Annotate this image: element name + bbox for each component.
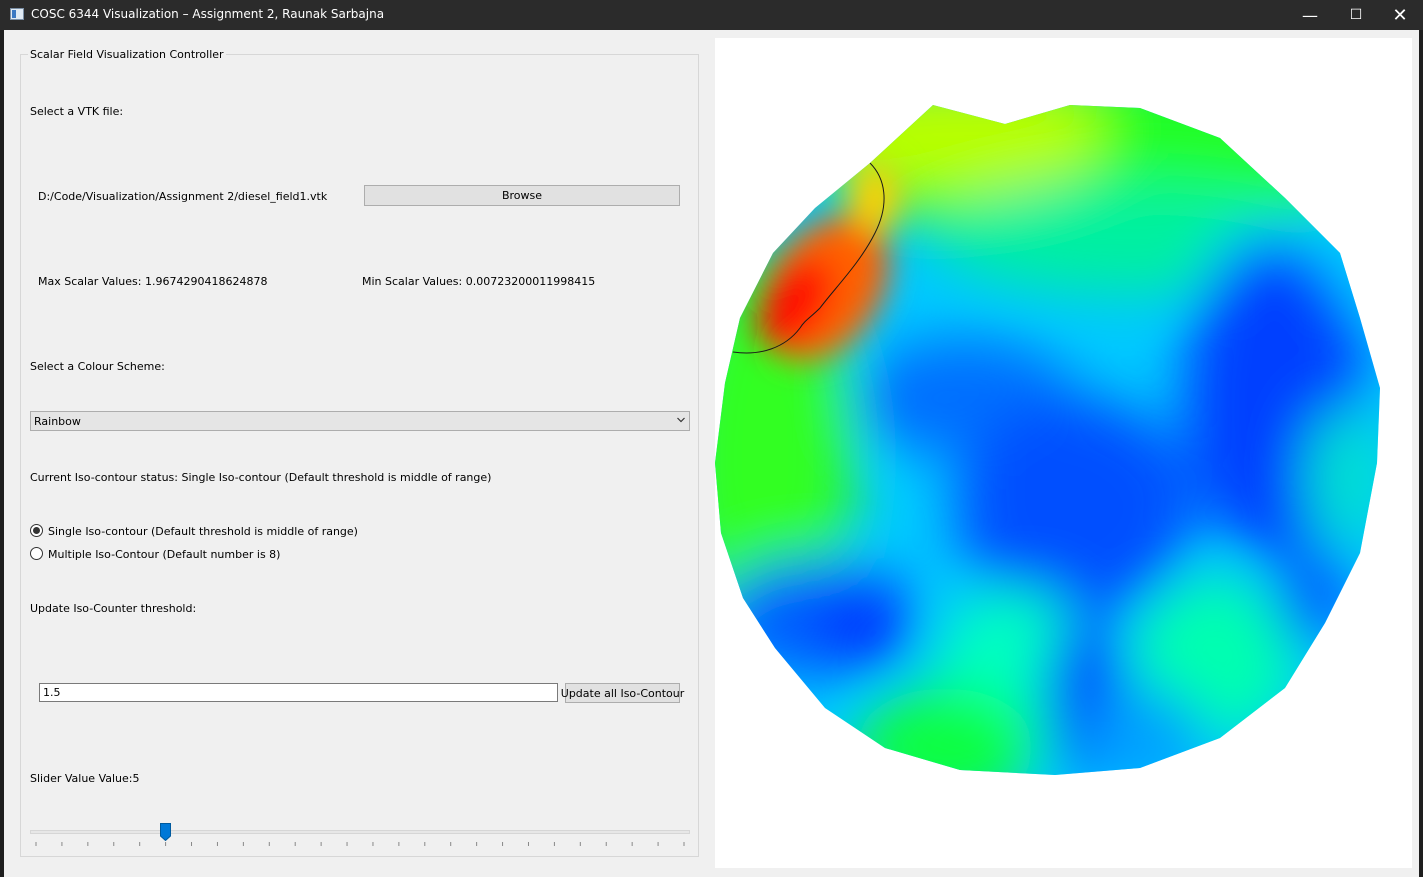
title-bar: COSC 6344 Visualization – Assignment 2, … <box>0 0 1423 30</box>
radio-single-label[interactable]: Single Iso-contour (Default threshold is… <box>48 525 358 538</box>
select-file-label: Select a VTK file: <box>30 105 123 118</box>
update-iso-contour-button[interactable]: Update all Iso-Contour <box>565 683 680 703</box>
window-border-left <box>0 30 4 877</box>
file-path-label: D:/Code/Visualization/Assignment 2/diese… <box>38 190 327 203</box>
window-border-right <box>1419 30 1423 877</box>
colour-scheme-label: Select a Colour Scheme: <box>30 360 165 373</box>
slider-track[interactable] <box>30 830 690 834</box>
min-scalar-label: Min Scalar Values: 0.00723200011998415 <box>362 275 595 288</box>
vtk-render-viewport[interactable] <box>715 38 1412 868</box>
browse-button[interactable]: Browse <box>364 185 680 206</box>
max-scalar-label: Max Scalar Values: 1.9674290418624878 <box>38 275 267 288</box>
app-icon <box>10 8 24 20</box>
chevron-down-icon <box>677 416 685 424</box>
maximize-button[interactable]: ☐ <box>1333 0 1379 30</box>
scalar-field-rendering <box>715 38 1412 868</box>
scalar-field-disk <box>715 38 1412 868</box>
slider-handle[interactable] <box>160 823 171 841</box>
slider-ticks <box>30 842 690 848</box>
colour-scheme-value: Rainbow <box>34 415 81 428</box>
radio-single-iso[interactable] <box>30 524 43 537</box>
iso-status-label: Current Iso-contour status: Single Iso-c… <box>30 471 491 484</box>
threshold-input[interactable]: 1.5 <box>39 683 558 702</box>
close-button[interactable]: ✕ <box>1377 0 1423 30</box>
minimize-button[interactable]: — <box>1287 0 1333 30</box>
radio-multiple-label[interactable]: Multiple Iso-Contour (Default number is … <box>48 548 280 561</box>
controller-group-title: Scalar Field Visualization Controller <box>28 48 226 61</box>
window-title: COSC 6344 Visualization – Assignment 2, … <box>31 7 384 21</box>
colour-scheme-dropdown[interactable]: Rainbow <box>30 411 690 431</box>
controller-groupbox <box>20 54 699 857</box>
threshold-label: Update Iso-Counter threshold: <box>30 602 196 615</box>
slider-value-label: Slider Value Value:5 <box>30 772 139 785</box>
radio-multiple-iso[interactable] <box>30 547 43 560</box>
